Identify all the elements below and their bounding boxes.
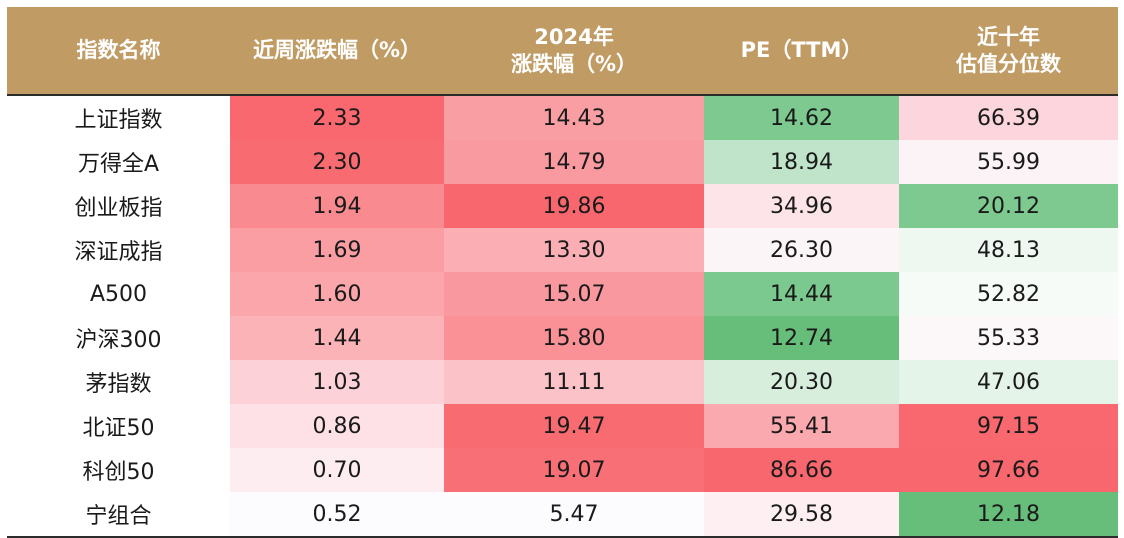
cell-index-name: 茅指数 [85, 372, 152, 397]
cell-weekly-change: 1.44 [230, 316, 444, 360]
header-index-name: 指数名称 [7, 7, 230, 95]
cell-valuation-percentile: 97.66 [899, 448, 1118, 492]
cell-index-name: 北证50 [82, 416, 155, 441]
cell-weekly-change: 2.30 [230, 140, 444, 184]
cell-pe-ttm: 29.58 [704, 492, 899, 537]
header-row: 指数名称 近周涨跌幅（%） 2024年 涨跌幅（%） PE（TTM） 近十年 估… [7, 7, 1118, 95]
cell-valuation-percentile: 12.18 [899, 492, 1118, 537]
table-row: A500 1.60 15.07 14.44 52.82 [7, 272, 1118, 316]
cell-weekly-change: 0.86 [230, 404, 444, 448]
cell-valuation-percentile: 55.33 [899, 316, 1118, 360]
table-row: 宁组合 0.52 5.47 29.58 12.18 [7, 492, 1118, 537]
cell-ytd-change: 13.30 [444, 228, 704, 272]
cell-pe-ttm: 26.30 [704, 228, 899, 272]
index-valuation-table: 指数名称 近周涨跌幅（%） 2024年 涨跌幅（%） PE（TTM） 近十年 估… [7, 7, 1118, 538]
cell-ytd-change: 14.43 [444, 95, 704, 140]
cell-valuation-percentile: 20.12 [899, 184, 1118, 228]
cell-valuation-percentile: 52.82 [899, 272, 1118, 316]
cell-weekly-change: 1.94 [230, 184, 444, 228]
cell-valuation-percentile: 48.13 [899, 228, 1118, 272]
cell-pe-ttm: 14.44 [704, 272, 899, 316]
cell-ytd-change: 5.47 [444, 492, 704, 537]
cell-weekly-change: 0.52 [230, 492, 444, 537]
cell-pe-ttm: 14.62 [704, 95, 899, 140]
cell-valuation-percentile: 55.99 [899, 140, 1118, 184]
cell-index-name: A500 [89, 281, 148, 307]
cell-index-name: 创业板指 [74, 196, 163, 221]
cell-valuation-percentile: 97.15 [899, 404, 1118, 448]
cell-ytd-change: 15.80 [444, 316, 704, 360]
header-ytd-change-line2: 涨跌幅（%） [510, 51, 638, 76]
cell-weekly-change: 2.33 [230, 95, 444, 140]
table-row: 沪深300 1.44 15.80 12.74 55.33 [7, 316, 1118, 360]
cell-weekly-change: 1.03 [230, 360, 444, 404]
cell-pe-ttm: 18.94 [704, 140, 899, 184]
table-row: 上证指数 2.33 14.43 14.62 66.39 [7, 95, 1118, 140]
cell-index-name: 万得全A [77, 152, 160, 177]
cell-weekly-change: 1.69 [230, 228, 444, 272]
cell-weekly-change: 0.70 [230, 448, 444, 492]
header-pe-ttm: PE（TTM） [704, 7, 899, 95]
table-row: 深证成指 1.69 13.30 26.30 48.13 [7, 228, 1118, 272]
cell-pe-ttm: 34.96 [704, 184, 899, 228]
cell-pe-ttm: 20.30 [704, 360, 899, 404]
cell-pe-ttm: 12.74 [704, 316, 899, 360]
cell-ytd-change: 11.11 [444, 360, 704, 404]
header-ytd-change: 2024年 涨跌幅（%） [444, 7, 704, 95]
table-body: 上证指数 2.33 14.43 14.62 66.39 万得全A 2.30 14.79 18.9… [7, 95, 1118, 537]
cell-pe-ttm: 86.66 [704, 448, 899, 492]
table-row: 茅指数 1.03 11.11 20.30 47.06 [7, 360, 1118, 404]
cell-ytd-change: 14.79 [444, 140, 704, 184]
cell-index-name: 深证成指 [74, 240, 163, 265]
cell-valuation-percentile: 66.39 [899, 95, 1118, 140]
cell-index-name: 上证指数 [74, 108, 163, 133]
header-ytd-change-line1: 2024年 [534, 24, 614, 49]
header-valuation-percentile-line2: 估值分位数 [956, 51, 1061, 76]
cell-ytd-change: 19.07 [444, 448, 704, 492]
table-row: 北证50 0.86 19.47 55.41 97.15 [7, 404, 1118, 448]
table-row: 科创50 0.70 19.07 86.66 97.66 [7, 448, 1118, 492]
cell-index-name: 宁组合 [85, 504, 152, 529]
cell-index-name: 沪深300 [75, 328, 162, 353]
cell-ytd-change: 19.86 [444, 184, 704, 228]
cell-ytd-change: 19.47 [444, 404, 704, 448]
cell-weekly-change: 1.60 [230, 272, 444, 316]
table-row: 创业板指 1.94 19.86 34.96 20.12 [7, 184, 1118, 228]
header-weekly-change: 近周涨跌幅（%） [230, 7, 444, 95]
cell-pe-ttm: 55.41 [704, 404, 899, 448]
table-row: 万得全A 2.30 14.79 18.94 55.99 [7, 140, 1118, 184]
cell-ytd-change: 15.07 [444, 272, 704, 316]
header-valuation-percentile-line1: 近十年 [977, 24, 1040, 49]
cell-index-name: 科创50 [82, 460, 155, 485]
header-valuation-percentile: 近十年 估值分位数 [899, 7, 1118, 95]
cell-valuation-percentile: 47.06 [899, 360, 1118, 404]
